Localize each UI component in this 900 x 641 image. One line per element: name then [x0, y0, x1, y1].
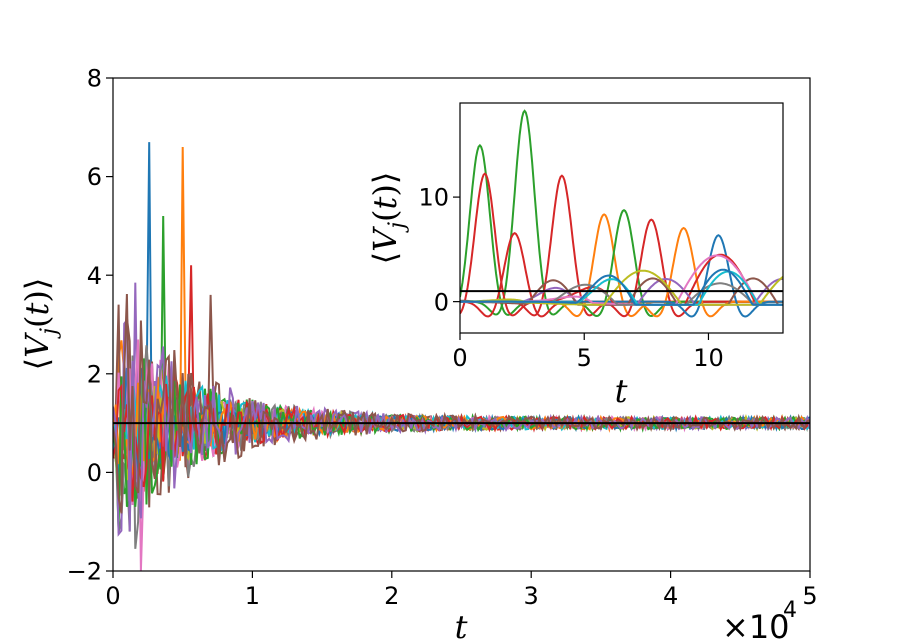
y-tick-label: 8 [87, 65, 102, 93]
y-tick-label: −2 [67, 558, 102, 586]
main-x-multiplier: ×10 4 [722, 598, 797, 641]
x-tick-label: 2 [384, 582, 399, 610]
x-tick-label: 5 [577, 344, 592, 372]
x-tick-label: 0 [452, 344, 467, 372]
y-tick-label: 4 [87, 262, 102, 290]
y-tick-label: 2 [87, 360, 102, 388]
x-tick-label: 0 [105, 582, 120, 610]
x-tick-label: 3 [524, 582, 539, 610]
svg-text:×10: ×10 [722, 608, 790, 641]
y-tick-label: 10 [418, 184, 449, 212]
inset-x-ticks: 0 5 10 [452, 333, 724, 372]
inset-series-group [460, 109, 783, 318]
main-x-ticks: 0 1 2 3 4 5 [105, 571, 818, 610]
svg-text:4: 4 [783, 598, 797, 623]
y-tick-label: 0 [87, 459, 102, 487]
inset-x-axis-label: t [615, 372, 628, 410]
y-tick-label: 0 [434, 288, 449, 316]
main-axes-frame [112, 77, 811, 572]
inset-axes-frame [459, 102, 784, 334]
svg-text:⟨Vj(t)⟩: ⟨Vj(t)⟩ [366, 172, 410, 265]
svg-text:⟨Vj(t)⟩: ⟨Vj(t)⟩ [18, 278, 62, 371]
x-tick-label: 5 [802, 582, 817, 610]
x-tick-label: 4 [663, 582, 678, 610]
main-y-axis-label: ⟨Vj(t)⟩ [18, 278, 62, 371]
x-tick-label: 1 [245, 582, 260, 610]
inset-y-ticks: 0 10 [418, 184, 460, 316]
main-series-line [113, 317, 810, 537]
main-x-axis-label: t [455, 608, 468, 641]
inset-panel: 0 5 10 0 10 t ⟨Vj(t)⟩ [366, 102, 784, 410]
main-series-line [113, 293, 810, 514]
main-y-ticks: −2 0 2 4 6 8 [67, 65, 113, 586]
inset-series-line [460, 268, 783, 306]
y-tick-label: 6 [87, 163, 102, 191]
inset-y-axis-label: ⟨Vj(t)⟩ [366, 172, 410, 265]
x-tick-label: 10 [693, 344, 724, 372]
